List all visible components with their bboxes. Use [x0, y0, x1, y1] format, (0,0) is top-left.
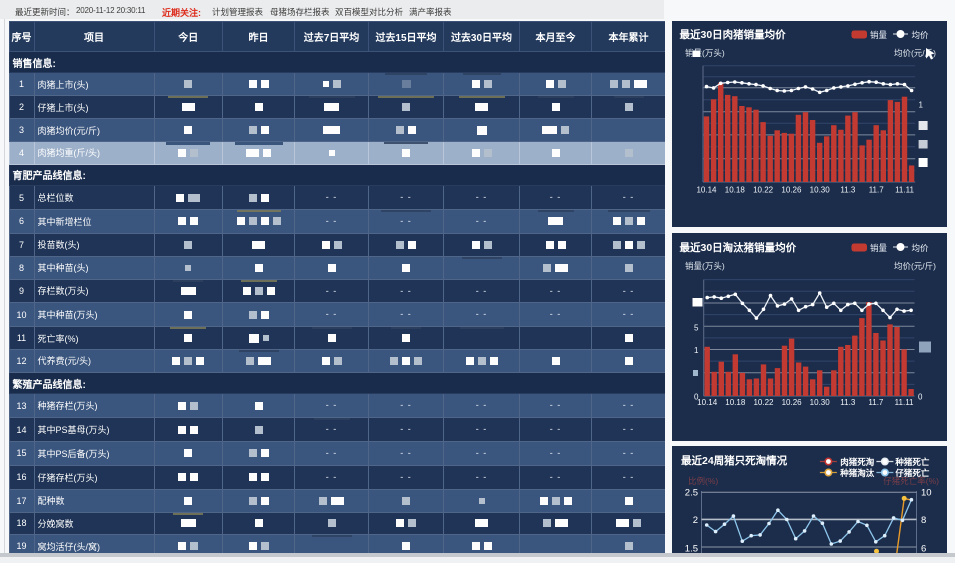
svg-text:销量: 销量 — [870, 243, 888, 253]
svg-text:0: 0 — [918, 392, 923, 401]
svg-text:0: 0 — [694, 392, 699, 401]
svg-text:销量(万头): 销量(万头) — [685, 48, 725, 58]
svg-text:销量: 销量 — [870, 30, 888, 40]
svg-text:1.5: 1.5 — [685, 543, 698, 554]
svg-text:仔猪死亡率(%): 仔猪死亡率(%) — [883, 476, 939, 486]
svg-text:均价: 均价 — [912, 30, 930, 40]
svg-text:11.11: 11.11 — [895, 186, 914, 195]
svg-text:10.14: 10.14 — [697, 398, 718, 407]
svg-text:10.26: 10.26 — [782, 398, 803, 407]
svg-text:仔猪死亡: 仔猪死亡 — [895, 468, 930, 478]
svg-text:10.14: 10.14 — [696, 186, 717, 195]
svg-text:最近24周猪只死淘情况: 最近24周猪只死淘情况 — [681, 454, 788, 467]
svg-text:肉猪死淘: 肉猪死淘 — [840, 457, 875, 467]
svg-text:11.11: 11.11 — [895, 398, 914, 407]
svg-text:1: 1 — [919, 101, 924, 110]
svg-text:10.18: 10.18 — [725, 186, 746, 195]
svg-text:10.30: 10.30 — [810, 186, 831, 195]
svg-text:种猪淘汰: 种猪淘汰 — [839, 468, 875, 478]
svg-text:5: 5 — [694, 323, 699, 332]
svg-text:10.30: 10.30 — [810, 398, 831, 407]
svg-text:最近30日淘汰猪销量均价: 最近30日淘汰猪销量均价 — [680, 241, 797, 254]
svg-text:11.3: 11.3 — [840, 398, 856, 407]
svg-text:10.22: 10.22 — [753, 186, 774, 195]
svg-text:1: 1 — [694, 346, 699, 355]
svg-text:种猪死亡: 种猪死亡 — [894, 457, 930, 467]
svg-text:均价(元/斤): 均价(元/斤) — [894, 48, 936, 58]
svg-text:11.7: 11.7 — [869, 186, 885, 195]
svg-text:10.22: 10.22 — [753, 398, 774, 407]
svg-text:比例(%): 比例(%) — [688, 476, 718, 486]
svg-text:均价: 均价 — [912, 243, 930, 253]
svg-text:11.7: 11.7 — [868, 398, 884, 407]
svg-text:均价(元/斤): 均价(元/斤) — [894, 261, 936, 271]
svg-text:最近30日肉猪销量均价: 最近30日肉猪销量均价 — [680, 28, 787, 41]
svg-text:10.18: 10.18 — [725, 398, 746, 407]
svg-text:10: 10 — [921, 488, 932, 499]
svg-text:6: 6 — [921, 543, 926, 554]
svg-text:2.5: 2.5 — [685, 488, 698, 499]
svg-text:8: 8 — [921, 515, 926, 526]
svg-text:2: 2 — [693, 515, 698, 526]
svg-text:销量(万头): 销量(万头) — [685, 261, 725, 271]
svg-text:10.26: 10.26 — [781, 186, 802, 195]
svg-text:11.3: 11.3 — [840, 186, 856, 195]
